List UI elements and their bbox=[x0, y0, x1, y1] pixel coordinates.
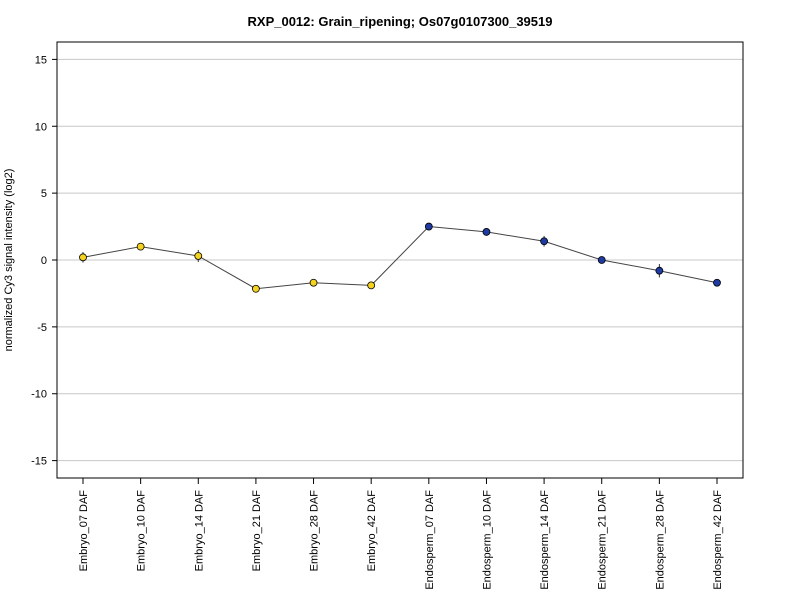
y-tick-label: 5 bbox=[41, 188, 47, 200]
y-tick-label: 15 bbox=[35, 54, 47, 66]
y-tick-label: 10 bbox=[35, 121, 47, 133]
y-axis: -15 -10 -5 0 5 10 15 bbox=[31, 54, 57, 468]
x-tick-label: Endosperm_07 DAF bbox=[424, 490, 436, 590]
data-point bbox=[136, 242, 145, 251]
x-tick-label: Embryo_14 DAF bbox=[193, 490, 205, 572]
x-tick-label: Embryo_07 DAF bbox=[78, 490, 90, 572]
series-line bbox=[82, 226, 718, 290]
data-point bbox=[79, 253, 87, 262]
data-point bbox=[252, 284, 260, 293]
data-point bbox=[482, 228, 491, 236]
data-point bbox=[309, 278, 318, 287]
x-tick-label: Endosperm_42 DAF bbox=[712, 490, 724, 590]
y-tick-label: -10 bbox=[31, 389, 47, 401]
x-tick-label: Endosperm_14 DAF bbox=[539, 490, 551, 590]
data-series bbox=[79, 222, 721, 293]
data-point bbox=[597, 256, 606, 264]
x-tick-label: Embryo_21 DAF bbox=[251, 490, 263, 572]
chart-title: RXP_0012: Grain_ripening; Os07g0107300_3… bbox=[248, 14, 553, 29]
y-tick-label: 0 bbox=[41, 255, 47, 267]
x-tick-label: Embryo_42 DAF bbox=[366, 490, 378, 572]
data-point bbox=[367, 281, 376, 290]
data-point bbox=[713, 278, 721, 287]
x-tick-label: Endosperm_28 DAF bbox=[654, 490, 666, 590]
data-point bbox=[540, 237, 548, 246]
x-axis: Embryo_07 DAF Embryo_10 DAF Embryo_14 DAF E… bbox=[78, 478, 724, 590]
x-tick-label: Embryo_28 DAF bbox=[309, 490, 321, 572]
data-point bbox=[655, 266, 664, 275]
y-axis-label: normalized Cy3 signal intensity (log2) bbox=[3, 169, 15, 352]
x-tick-label: Endosperm_21 DAF bbox=[597, 490, 609, 590]
y-tick-label: -5 bbox=[37, 322, 47, 334]
grid-lines bbox=[57, 58, 743, 462]
data-point bbox=[424, 222, 433, 231]
x-tick-label: Endosperm_10 DAF bbox=[481, 490, 493, 590]
data-point bbox=[194, 252, 203, 260]
y-tick-label: -15 bbox=[31, 456, 47, 468]
x-tick-label: Embryo_10 DAF bbox=[136, 490, 148, 572]
